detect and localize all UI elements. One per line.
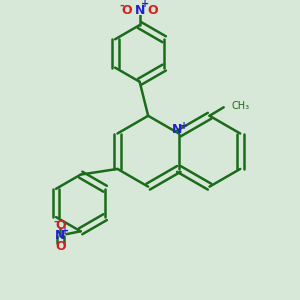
Text: O: O — [122, 4, 132, 16]
Text: +: + — [180, 121, 188, 130]
Text: O: O — [147, 4, 158, 16]
Text: +: + — [61, 226, 69, 236]
Text: -: - — [53, 216, 58, 226]
Text: N: N — [172, 123, 183, 136]
Text: O: O — [55, 219, 65, 232]
Text: N: N — [134, 4, 145, 16]
Text: -: - — [120, 0, 124, 10]
Text: O: O — [55, 239, 65, 253]
Text: CH₃: CH₃ — [232, 101, 250, 111]
Text: N: N — [55, 229, 65, 242]
Text: +: + — [141, 0, 149, 9]
